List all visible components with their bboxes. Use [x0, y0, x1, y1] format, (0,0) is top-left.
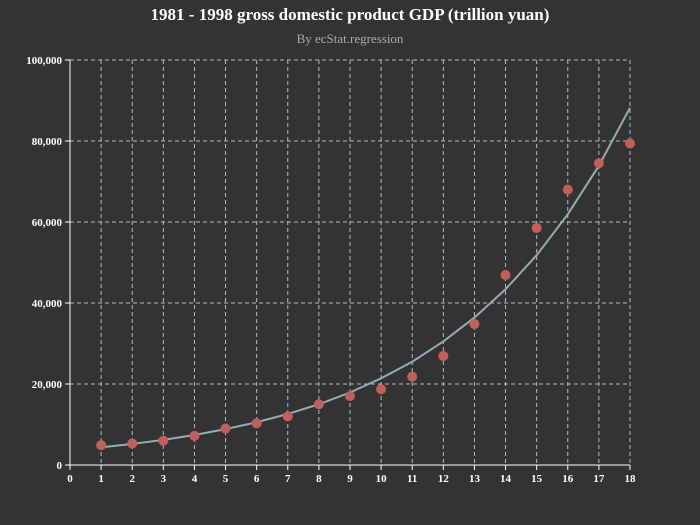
scatter-point[interactable] — [625, 138, 635, 149]
y-tick-label: 60,000 — [32, 217, 63, 229]
scatter-point[interactable] — [593, 158, 604, 169]
chart-title: 1981 - 1998 gross domestic product GDP (… — [150, 5, 550, 24]
y-tick-label: 0 — [57, 460, 63, 472]
scatter-point[interactable] — [531, 223, 542, 234]
scatter-point[interactable] — [96, 440, 107, 451]
points-layer — [96, 138, 635, 451]
x-tick-label: 17 — [593, 473, 605, 485]
x-tick-label: 12 — [438, 473, 450, 485]
x-tick-label: 4 — [192, 473, 198, 485]
y-tick-label: 40,000 — [32, 298, 63, 310]
scatter-point[interactable] — [158, 435, 169, 446]
x-tick-label: 10 — [376, 473, 388, 485]
x-tick-label: 8 — [316, 473, 322, 485]
x-tick-label: 11 — [407, 473, 417, 485]
scatter-point[interactable] — [189, 430, 200, 441]
x-tick-label: 0 — [67, 473, 73, 485]
scatter-point[interactable] — [345, 391, 355, 402]
scatter-point[interactable] — [313, 399, 324, 410]
scatter-point[interactable] — [438, 351, 449, 362]
scatter-point[interactable] — [251, 418, 262, 429]
scatter-point[interactable] — [469, 319, 480, 330]
scatter-point[interactable] — [500, 270, 511, 281]
scatter-point[interactable] — [376, 384, 387, 395]
x-tick-label: 14 — [500, 473, 512, 485]
x-tick-label: 13 — [469, 473, 481, 485]
y-tick-label: 80,000 — [32, 136, 63, 148]
x-tick-label: 1 — [98, 473, 104, 485]
x-tick-label: 2 — [129, 473, 135, 485]
x-tick-label: 18 — [625, 473, 637, 485]
x-tick-label: 5 — [223, 473, 229, 485]
scatter-point[interactable] — [407, 371, 418, 382]
regression-curve — [101, 107, 631, 449]
x-tick-label: 7 — [285, 473, 291, 485]
scatter-point[interactable] — [282, 411, 293, 422]
y-tick-label: 100,000 — [26, 55, 62, 67]
x-tick-label: 15 — [531, 473, 543, 485]
x-tick-label: 6 — [254, 473, 260, 485]
x-tick-label: 9 — [347, 473, 353, 485]
scatter-point[interactable] — [562, 184, 573, 195]
grid-layer — [70, 59, 631, 465]
y-tick-label: 20,000 — [32, 379, 63, 391]
trendline-layer — [101, 107, 631, 449]
x-tick-label: 16 — [562, 473, 574, 485]
x-tick-label: 3 — [161, 473, 167, 485]
scatter-point[interactable] — [127, 438, 138, 449]
axis-layer: 0 1 2 3 4 5 6 7 8 9 10 11 12 13 14 15 16 17 18020,00040,00… — [26, 55, 636, 485]
scatter-point[interactable] — [220, 423, 231, 434]
chart-subtitle: By ecStat.regression — [296, 31, 404, 46]
